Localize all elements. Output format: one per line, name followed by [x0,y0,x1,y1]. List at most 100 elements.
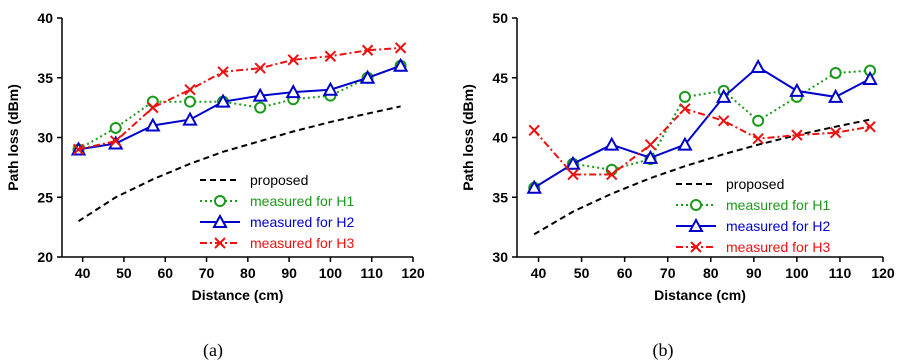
data-point [752,132,764,145]
legend-label: measured for H1 [726,197,830,213]
data-point [324,50,337,62]
marker-stroke [606,168,618,181]
legend-marker [690,241,702,253]
legend-marker [688,217,704,232]
data-point [829,66,842,79]
data-point [322,81,339,96]
legend-label: measured for H3 [250,235,354,251]
data-point [565,155,581,170]
series-line [77,64,401,151]
series-proposed [533,118,871,236]
x-tick-label: 110 [360,265,383,281]
data-point [644,138,657,151]
series-line [78,64,401,151]
data-point [254,62,266,74]
legend-label: measured for H3 [726,239,830,255]
data-point [642,149,659,164]
marker-stroke [829,127,842,139]
marker-stroke [528,124,540,137]
x-tick-label: 70 [660,265,676,281]
data-point [109,121,122,134]
data-point [217,66,229,78]
data-point [567,168,579,181]
data-point [528,124,540,137]
y-tick-label: 25 [37,189,53,205]
data-point [862,70,878,85]
y-tick-label: 40 [492,130,508,146]
data-point [606,168,618,181]
data-point [184,95,197,108]
legend: proposed measured for H1 measured for H2 me… [676,176,830,255]
x-tick-label: 60 [157,265,173,281]
y-tick-label: 35 [37,70,53,86]
data-point [287,54,299,66]
legend-marker [212,213,228,228]
y-tick-label: 45 [492,70,508,86]
data-point [526,179,542,194]
data-point [827,88,844,103]
x-tick-label: 110 [829,265,852,281]
data-point [361,44,374,56]
data-point [215,93,231,108]
legend-label: measured for H2 [250,214,354,230]
legend-marker [214,237,226,249]
series-line [533,65,871,189]
marker-stroke [644,138,657,151]
data-point [145,117,161,132]
x-axis-label: Distance (cm) [192,287,284,303]
y-tick-label: 30 [492,249,508,265]
marker-stroke [394,42,407,54]
data-point [604,136,620,151]
x-tick-label: 90 [281,265,297,281]
data-point [679,103,691,115]
data-point [147,101,159,114]
y-tick-label: 30 [37,130,53,146]
data-point [750,58,766,73]
legend-label: measured for H1 [250,193,354,209]
x-tick-label: 60 [617,265,633,281]
marker-stroke [184,83,196,96]
marker-stroke [361,44,374,56]
data-point [392,57,409,72]
data-point [791,129,803,141]
series-line [78,46,401,151]
x-tick-label: 120 [871,265,895,281]
series-line [533,118,871,236]
data-point [285,84,301,99]
legend-label: proposed [726,176,784,192]
marker-stroke [791,129,803,141]
x-tick-label: 50 [574,265,590,281]
legend-marker [690,199,702,211]
y-tick-label: 20 [37,249,53,265]
data-point [864,121,876,133]
marker-stroke [254,62,266,74]
x-tick-label: 80 [703,265,719,281]
marker-stroke [217,66,229,78]
legend-marker [214,195,226,207]
marker-stroke [567,168,579,181]
series-measured-for-h3 [528,103,876,181]
marker-stroke [287,54,299,66]
y-tick-label: 40 [37,10,53,26]
marker-stroke [717,115,730,127]
marker-stroke [72,143,85,156]
x-tick-label: 70 [199,265,215,281]
data-point [254,101,267,114]
panel-caption: (b) [653,340,674,361]
series-proposed [77,105,401,223]
legend: proposed measured for H1 measured for H2 me… [200,172,354,251]
marker-stroke [109,135,122,147]
x-tick-label: 40 [75,265,91,281]
series-line [533,107,871,176]
marker-stroke [324,50,337,62]
data-point [109,135,122,147]
y-axis-label: Path loss (dBm) [460,84,476,191]
legend-label: measured for H2 [726,218,830,234]
marker-stroke [690,241,702,253]
series-measured-for-h3 [72,42,407,156]
x-tick-label: 90 [746,265,762,281]
marker-stroke [147,101,159,114]
x-tick-label: 100 [319,265,343,281]
